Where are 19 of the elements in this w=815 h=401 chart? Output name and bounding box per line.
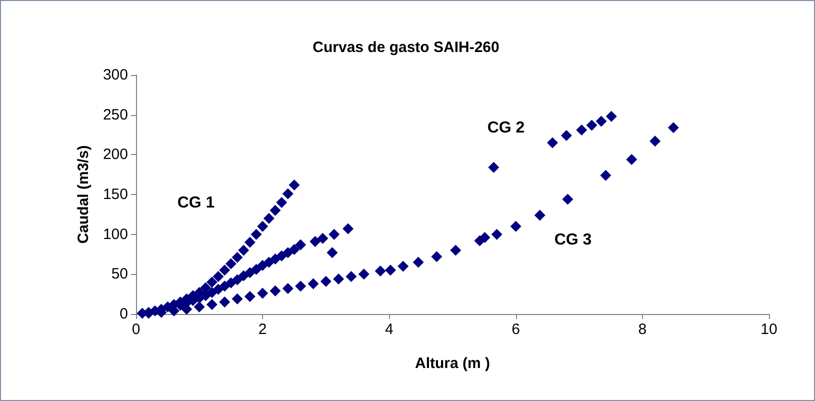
x-tick-label: 0	[132, 321, 140, 338]
x-tick-label: 2	[258, 321, 267, 338]
y-tick-label: 0	[120, 306, 128, 322]
chart-title: Curvas de gasto SAIH-260	[312, 39, 500, 56]
y-tick-label: 150	[102, 186, 128, 203]
y-tick-label: 100	[102, 226, 128, 243]
x-tick-label: 6	[512, 321, 520, 338]
x-tick-label: 4	[385, 321, 394, 338]
y-tick-label: 200	[102, 146, 128, 164]
x-tick-label: 8	[638, 321, 647, 338]
x-axis-title: Altura (m )	[415, 355, 490, 372]
y-tick-label: 300	[102, 66, 128, 84]
y-axis-title: Caudal (m3/s)	[75, 145, 92, 244]
annotation: CG 2	[487, 120, 525, 136]
annotation: CG 1	[177, 194, 215, 212]
y-tick-label: 250	[102, 106, 128, 124]
y-tick-label: 50	[111, 266, 128, 283]
x-tick-label: 10	[760, 321, 778, 338]
annotation: CG 3	[554, 232, 592, 248]
